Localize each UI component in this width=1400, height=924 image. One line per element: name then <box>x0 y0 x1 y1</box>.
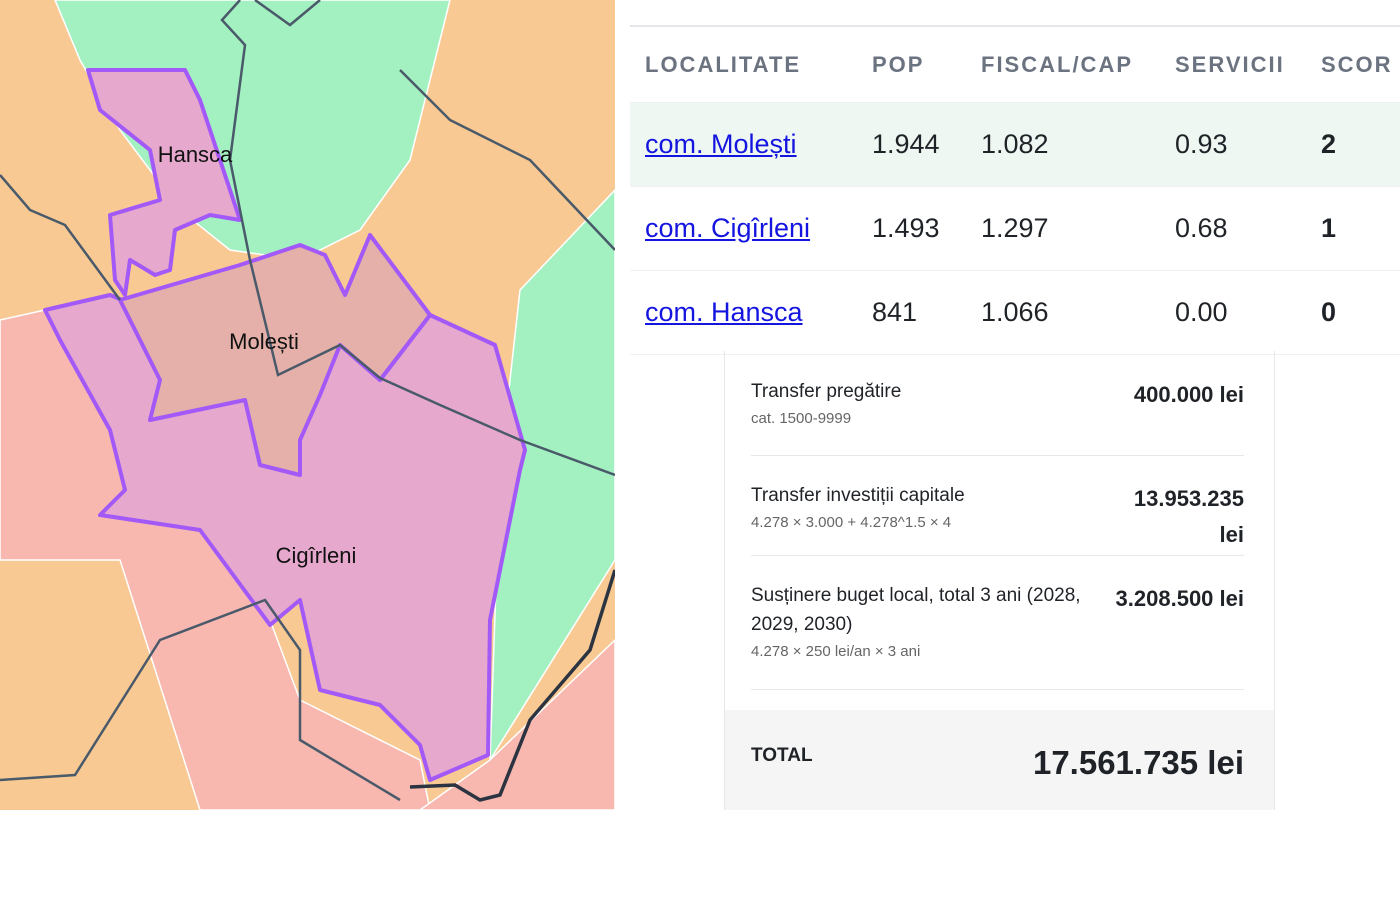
column-header: SERVICII <box>1175 52 1285 77</box>
cell-wrap: com. Cigîrleni <box>645 187 810 270</box>
breakdown-item: Transfer pregătire cat. 1500-9999 400.000 … <box>751 377 1244 456</box>
total-amount: 17.561.735 lei <box>1032 744 1244 781</box>
table-cell: 1.082 <box>981 129 1049 159</box>
region <box>418 638 615 810</box>
table-cell: 841 <box>872 297 918 327</box>
item-amount: 13.953.235 lei <box>1133 486 1244 547</box>
cell-wrap: com. Hansca <box>645 271 803 354</box>
table-cell: 1.297 <box>981 213 1049 243</box>
column-header: SCOR <box>1321 52 1393 77</box>
table: LOCALITATE POP FISCAL/CAP SERVICII SCOR com. … <box>630 25 1400 355</box>
table-cell: 1.944 <box>872 129 940 159</box>
item-label: Susținere buget local, total 3 ani (2028… <box>751 585 1081 635</box>
table-row: com. Molești 1.944 1.082 0.93 2 <box>630 103 1400 187</box>
border <box>409 569 615 802</box>
selected-region[interactable] <box>86 68 242 297</box>
map-label: Hansca <box>158 142 233 167</box>
roads <box>0 0 615 802</box>
table-cell: 0.68 <box>1175 213 1228 243</box>
score: 1 <box>1321 213 1337 243</box>
locality-link[interactable]: com. Cigîrleni <box>645 213 811 243</box>
breakdown-item: Transfer investiții capitale 4.278 × 3.00… <box>751 481 1244 556</box>
map-label: Cigîrleni <box>276 543 357 568</box>
breakdown-card: TOTAL 17.561.735 lei Transfer pregătire c… <box>724 351 1275 810</box>
item-label: Transfer pregătire <box>751 381 902 402</box>
table-row: com. Cigîrleni 1.493 1.297 0.68 1 <box>630 187 1400 271</box>
item-detail: 4.278 × 250 lei/an × 3 ani <box>751 643 921 660</box>
item-amount: 3.208.500 lei <box>1115 586 1244 611</box>
item-amount: 400.000 lei <box>1133 382 1244 407</box>
table-header: LOCALITATE POP FISCAL/CAP SERVICII SCOR <box>630 27 1400 103</box>
total-label: TOTAL <box>751 745 813 766</box>
table-cell: 0.93 <box>1175 129 1228 159</box>
column-header: FISCAL/CAP <box>981 52 1133 77</box>
column-header: LOCALITATE <box>645 52 802 77</box>
cell-wrap: com. Molești <box>645 103 797 186</box>
map[interactable]: Hansca Molești Cigîrleni <box>0 0 615 810</box>
map-label: Molești <box>229 329 299 354</box>
locality-link[interactable]: com. Hansca <box>645 297 803 327</box>
table-cell: 1.493 <box>872 213 940 243</box>
column-header: POP <box>872 52 925 77</box>
breakdown-item: Susținere buget local, total 3 ani (2028… <box>751 581 1244 690</box>
item-label: Transfer investiții capitale <box>751 485 965 506</box>
locality-link[interactable]: com. Molești <box>645 129 797 159</box>
score: 2 <box>1321 129 1337 159</box>
item-detail: cat. 1500-9999 <box>751 410 852 427</box>
table-row: com. Hansca 841 1.066 0.00 0 <box>630 271 1400 355</box>
table-cell: 0.00 <box>1175 297 1228 327</box>
score: 0 <box>1321 297 1337 327</box>
table-cell: 1.066 <box>981 297 1049 327</box>
item-detail: 4.278 × 3.000 + 4.278^1.5 × 4 <box>751 514 952 531</box>
total-box: TOTAL 17.561.735 lei <box>725 710 1274 810</box>
